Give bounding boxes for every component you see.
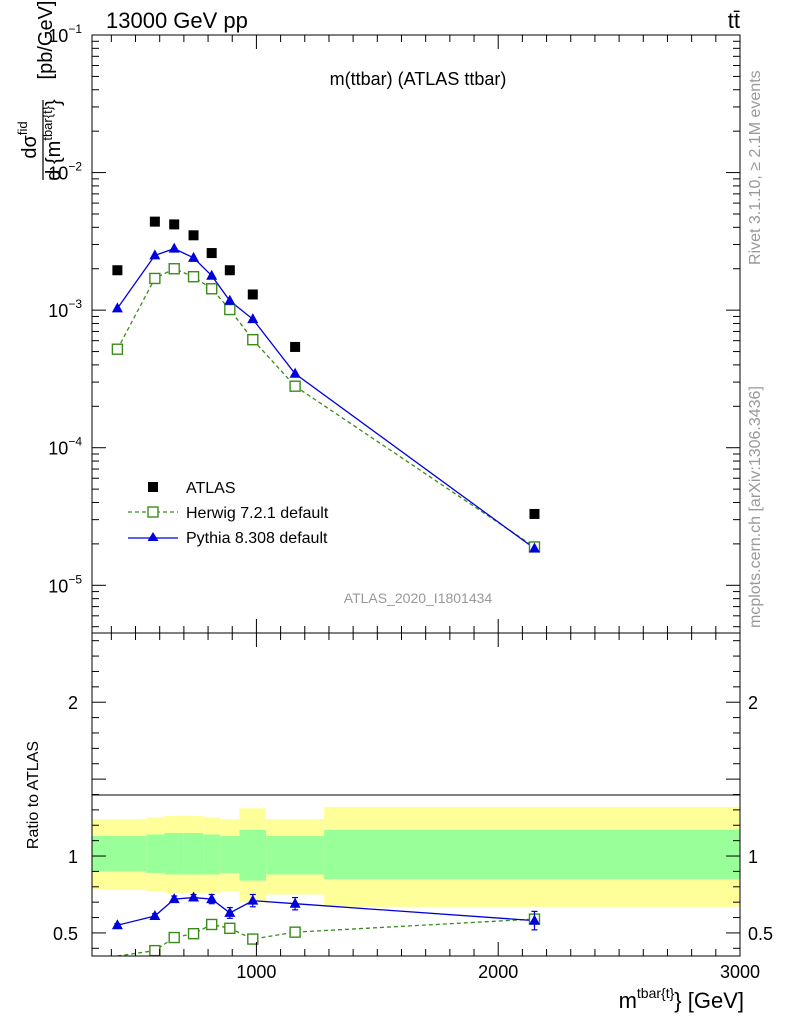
ratio-herwig-point [289, 926, 301, 938]
herwig-point [289, 380, 301, 392]
herwig-point [168, 263, 180, 275]
herwig-line [116, 268, 535, 548]
ratio-band-inner [324, 829, 740, 880]
ratio-herwig-point [149, 944, 161, 957]
ratio-pythia-point [247, 894, 259, 905]
herwig-point [205, 283, 218, 295]
legend: ATLAS Herwig 7.2.1 default Pythia 8.308 … [128, 480, 329, 547]
ratio-herwig-point [224, 922, 236, 935]
pythia-point [111, 302, 123, 313]
legend-marker-atlas [148, 482, 158, 492]
ratio-herwig-point [247, 933, 259, 945]
ratio-band-inner [203, 834, 221, 875]
ratio-band-inner [146, 834, 165, 873]
x-axis-label: mtbar{t}} [GeV] [619, 985, 744, 1013]
ratio-y-tick-label-left: 0.5 [53, 924, 78, 944]
ratio-y-axis-label: Ratio to ATLAS [25, 741, 42, 849]
pythia-point [188, 251, 200, 262]
ratio-band-inner [220, 836, 240, 873]
pythia-point [168, 242, 180, 253]
pythia-point [206, 269, 218, 280]
ratio-pythia-point [188, 891, 200, 902]
ratio-band-inner [266, 836, 325, 875]
ratio-herwig-point [187, 927, 200, 940]
pythia-line [116, 247, 535, 550]
ratio-herwig-point [205, 918, 218, 931]
atlas-point [169, 219, 180, 230]
legend-marker-herwig [147, 506, 159, 518]
herwig-point [149, 272, 161, 285]
energy-label: 13000 GeV pp [106, 8, 248, 33]
legend-label-herwig: Herwig 7.2.1 default [186, 505, 329, 522]
atlas-point [206, 248, 217, 259]
ratio-pythia-point [224, 906, 236, 917]
ratio-y-tick-label-left: 2 [68, 693, 78, 713]
legend-entry-atlas: ATLAS [148, 480, 236, 497]
x-ticks: 1000 2000 3000 [110, 35, 760, 982]
main-panel: 10−5 10−4 10−3 10−2 10−1 m(ttbar) (ATLAS ttb… [15, 1, 741, 634]
herwig-point [247, 333, 259, 346]
herwig-point [111, 343, 124, 355]
ratio-band-inner [183, 832, 204, 875]
ratio-uncertainty-bands [92, 806, 740, 907]
atlas-point [247, 289, 258, 300]
ratio-y-tick-label-left: 1 [68, 847, 78, 867]
main-y-tick-label: 10−5 [48, 572, 82, 596]
ratio-pythia-point [111, 919, 123, 930]
ratio-herwig-point [168, 931, 180, 944]
ratio-panel: 0.5 0.5 1 1 2 2 1000 2000 3000 Ratio to ATLAS m… [25, 35, 773, 1013]
ratio-pythia-point [168, 893, 180, 904]
ratio-herwig-line [117, 918, 535, 957]
analysis-tag: ATLAS_2020_I1801434 [344, 590, 493, 606]
legend-marker-pythia [147, 532, 159, 541]
chart-title: m(ttbar) (ATLAS ttbar) [330, 69, 507, 89]
x-tick-label: 1000 [236, 962, 276, 982]
legend-label-atlas: ATLAS [186, 480, 236, 497]
pythia-point [528, 542, 540, 553]
herwig-point [187, 271, 200, 283]
legend-entry-herwig: Herwig 7.2.1 default [128, 505, 329, 522]
ratio-pythia-point [528, 914, 540, 925]
svg-text:[pb/GeV]: [pb/GeV] [35, 1, 57, 80]
main-y-ticks: 10−5 10−4 10−3 10−2 10−1 [48, 22, 740, 628]
ratio-pythia-point [149, 910, 161, 921]
mcplots-label: mcplots.cern.ch [arXiv:1306.3436] [747, 386, 764, 628]
ratio-y-tick-label-right: 1 [748, 847, 758, 867]
pythia-point [289, 367, 301, 378]
pythia-point [224, 294, 236, 305]
ratio-pythia-point [289, 897, 301, 908]
ratio-band-inner [239, 829, 267, 881]
legend-entry-pythia: Pythia 8.308 default [128, 530, 328, 547]
pythia-point [149, 249, 161, 260]
atlas-point [149, 216, 160, 227]
svg-text:dσfid: dσfid [15, 121, 41, 158]
main-data-layer [111, 216, 541, 553]
svg-text:d {mtbar{t}}: d {mtbar{t}} [40, 99, 65, 181]
atlas-point [529, 508, 540, 519]
atlas-point [290, 341, 301, 352]
herwig-point [224, 303, 236, 316]
ratio-y-tick-label-right: 2 [748, 693, 758, 713]
main-y-tick-label: 10−4 [48, 435, 82, 459]
x-tick-label: 2000 [478, 962, 518, 982]
main-y-tick-label: 10−2 [48, 160, 82, 184]
atlas-point [188, 230, 199, 241]
legend-label-pythia: Pythia 8.308 default [186, 530, 328, 547]
process-label: tt̄ [728, 8, 740, 33]
ratio-band-inner [92, 836, 147, 872]
main-y-tick-label: 10−1 [48, 22, 82, 46]
ratio-pythia-point [206, 893, 218, 904]
ratio-y-tick-label-right: 0.5 [748, 924, 773, 944]
pythia-point [247, 313, 259, 324]
main-y-tick-label: 10−3 [48, 297, 82, 321]
atlas-point [224, 265, 235, 276]
rivet-version-label: Rivet 3.1.10, ≥ 2.1M events [747, 70, 764, 265]
atlas-point [112, 265, 123, 276]
x-tick-label: 3000 [720, 962, 760, 982]
ratio-band-inner [164, 832, 184, 875]
ratio-data-layer [111, 891, 541, 957]
main-y-axis-label: dσfid d {mtbar{t}} [pb/GeV] [15, 1, 65, 181]
ratio-y-ticks: 0.5 0.5 1 1 2 2 [53, 640, 773, 949]
